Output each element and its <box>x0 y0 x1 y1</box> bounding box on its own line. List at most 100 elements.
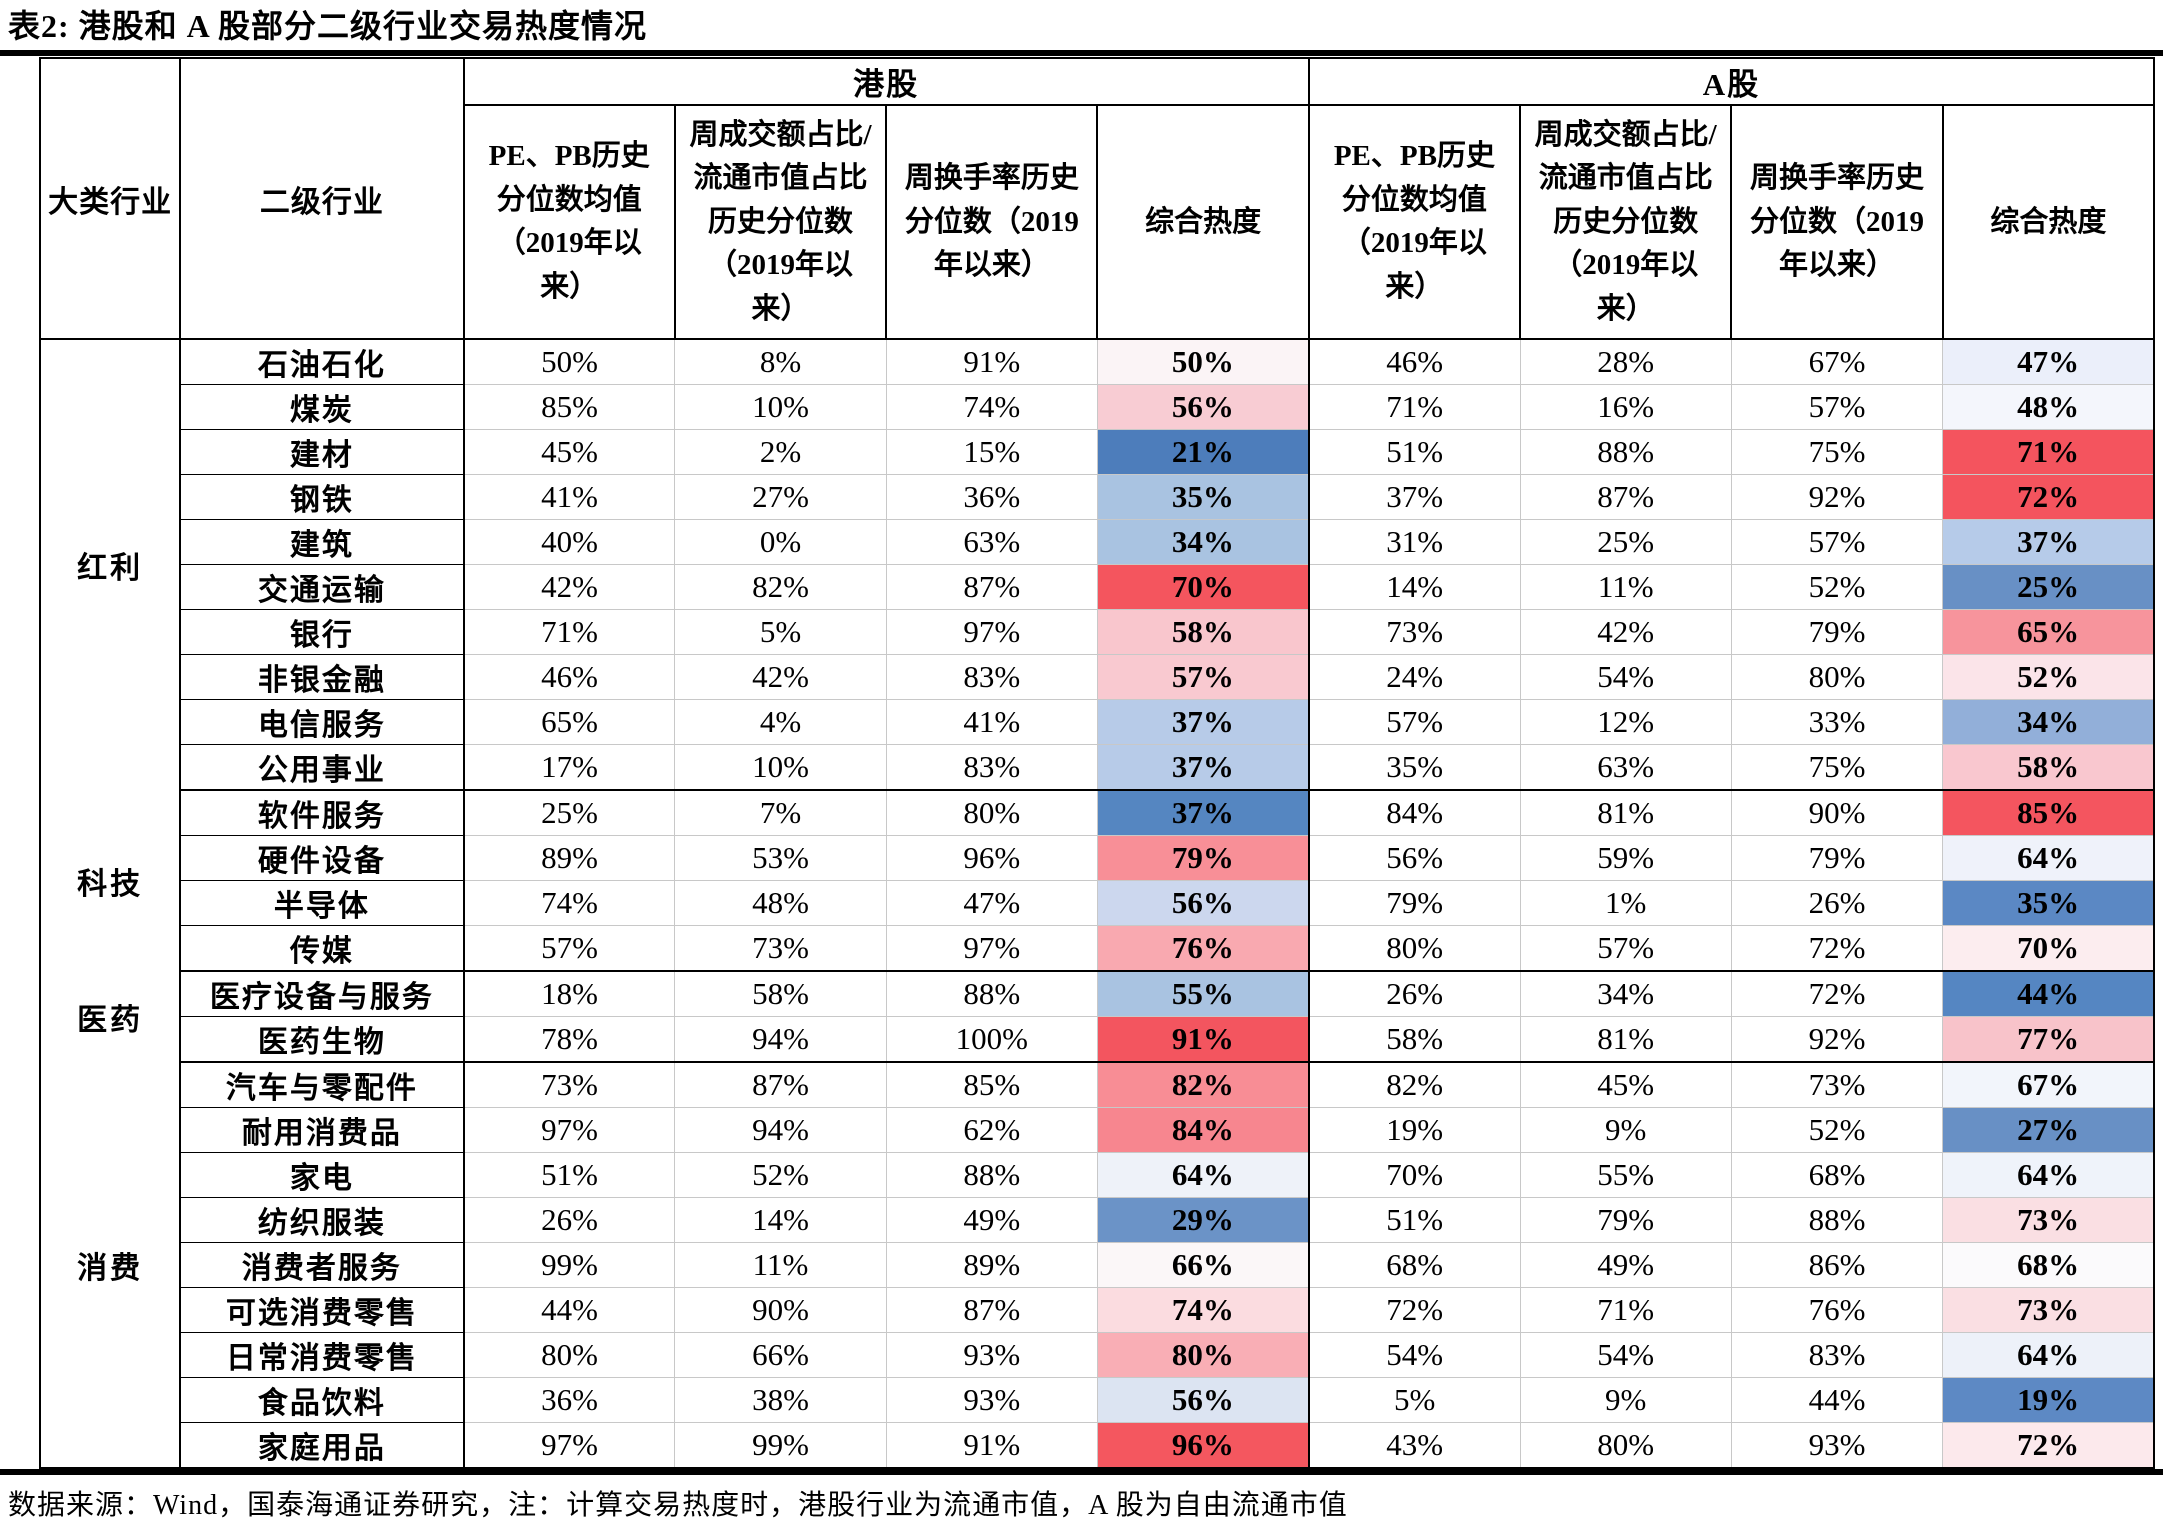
sub-industry-cell: 非银金融 <box>179 654 465 701</box>
a-turnover-share-cell: 1% <box>1519 880 1732 927</box>
table-row: 硬件设备 89% 53% 96% 79% 56% 59% 79% 64% <box>40 835 2154 882</box>
a-turnover-share-cell: 34% <box>1519 971 1732 1018</box>
hk-pepb-cell: 74% <box>463 880 675 927</box>
header-a-turnover-share: 周成交额占比/流通市值占比历史分位数（2019年以来） <box>1519 104 1733 341</box>
hk-turnover-rate-cell: 96% <box>885 835 1098 882</box>
hk-turnover-rate-cell: 74% <box>885 384 1098 431</box>
header-a-market: A股 <box>1307 57 2156 107</box>
a-heat-cell: 64% <box>1942 835 2154 882</box>
hk-heat-cell: 50% <box>1096 339 1310 386</box>
a-pepb-cell: 56% <box>1308 835 1521 882</box>
hk-turnover-share-cell: 87% <box>674 1062 887 1109</box>
a-pepb-cell: 54% <box>1308 1332 1521 1379</box>
hk-turnover-share-cell: 52% <box>674 1152 887 1199</box>
hk-heat-cell: 56% <box>1096 1377 1310 1424</box>
hk-pepb-cell: 78% <box>463 1016 675 1064</box>
a-turnover-share-cell: 81% <box>1519 790 1732 837</box>
sub-industry-cell: 纺织服装 <box>179 1197 465 1244</box>
a-pepb-cell: 72% <box>1308 1287 1521 1334</box>
hk-pepb-cell: 71% <box>463 609 675 656</box>
hk-turnover-share-cell: 73% <box>674 925 887 973</box>
a-turnover-rate-cell: 72% <box>1730 971 1943 1018</box>
a-pepb-cell: 82% <box>1308 1062 1521 1109</box>
a-heat-cell: 35% <box>1942 880 2154 927</box>
a-turnover-rate-cell: 52% <box>1730 1107 1943 1154</box>
a-turnover-share-cell: 42% <box>1519 609 1732 656</box>
page-title: 表2: 港股和 A 股部分二级行业交易热度情况 <box>8 8 648 44</box>
hk-pepb-cell: 45% <box>463 429 675 476</box>
a-heat-cell: 37% <box>1942 519 2154 566</box>
hk-heat-cell: 37% <box>1096 790 1310 837</box>
a-pepb-cell: 5% <box>1308 1377 1521 1424</box>
a-turnover-rate-cell: 79% <box>1730 835 1943 882</box>
sub-industry-cell: 交通运输 <box>179 564 465 611</box>
a-heat-cell: 85% <box>1942 790 2154 837</box>
hk-heat-cell: 29% <box>1096 1197 1310 1244</box>
a-turnover-rate-cell: 75% <box>1730 429 1943 476</box>
hk-pepb-cell: 80% <box>463 1332 675 1379</box>
a-turnover-rate-cell: 67% <box>1730 339 1943 386</box>
hk-heat-cell: 35% <box>1096 474 1310 521</box>
a-turnover-rate-cell: 76% <box>1730 1287 1943 1334</box>
a-heat-cell: 34% <box>1942 699 2154 746</box>
hk-heat-cell: 74% <box>1096 1287 1310 1334</box>
table-row: 电信服务 65% 4% 41% 37% 57% 12% 33% 34% <box>40 699 2154 746</box>
a-pepb-cell: 58% <box>1308 1016 1521 1064</box>
table-row: 可选消费零售 44% 90% 87% 74% 72% 71% 76% 73% <box>40 1287 2154 1334</box>
header-hk-heat: 综合热度 <box>1096 104 1310 341</box>
a-turnover-rate-cell: 75% <box>1730 744 1943 792</box>
sub-industry-cell: 建材 <box>179 429 465 476</box>
a-turnover-rate-cell: 73% <box>1730 1062 1943 1109</box>
hk-pepb-cell: 42% <box>463 564 675 611</box>
a-pepb-cell: 70% <box>1308 1152 1521 1199</box>
table-row: 消费者服务 99% 11% 89% 66% 68% 49% 86% 68% <box>40 1242 2154 1289</box>
sub-industry-cell: 电信服务 <box>179 699 465 746</box>
a-turnover-rate-cell: 57% <box>1730 384 1943 431</box>
hk-turnover-share-cell: 82% <box>674 564 887 611</box>
sub-industry-cell: 医药生物 <box>179 1016 465 1064</box>
hk-turnover-rate-cell: 15% <box>885 429 1098 476</box>
a-heat-cell: 77% <box>1942 1016 2154 1064</box>
hk-heat-cell: 76% <box>1096 925 1310 973</box>
hk-turnover-share-cell: 8% <box>674 339 887 386</box>
hk-turnover-rate-cell: 47% <box>885 880 1098 927</box>
sub-industry-cell: 家庭用品 <box>179 1422 465 1470</box>
hk-heat-cell: 57% <box>1096 654 1310 701</box>
a-turnover-rate-cell: 33% <box>1730 699 1943 746</box>
a-turnover-share-cell: 87% <box>1519 474 1732 521</box>
hk-pepb-cell: 18% <box>463 971 675 1018</box>
sub-industry-cell: 银行 <box>179 609 465 656</box>
a-heat-cell: 64% <box>1942 1332 2154 1379</box>
a-heat-cell: 58% <box>1942 744 2154 792</box>
hk-pepb-cell: 65% <box>463 699 675 746</box>
a-turnover-share-cell: 9% <box>1519 1377 1732 1424</box>
a-heat-cell: 73% <box>1942 1287 2154 1334</box>
hk-turnover-share-cell: 7% <box>674 790 887 837</box>
table-row: 煤炭 85% 10% 74% 56% 71% 16% 57% 48% <box>40 384 2154 431</box>
a-heat-cell: 27% <box>1942 1107 2154 1154</box>
hk-heat-cell: 37% <box>1096 699 1310 746</box>
table-row: 食品饮料 36% 38% 93% 56% 5% 9% 44% 19% <box>40 1377 2154 1424</box>
sub-industry-cell: 食品饮料 <box>179 1377 465 1424</box>
table-row: 银行 71% 5% 97% 58% 73% 42% 79% 65% <box>40 609 2154 656</box>
hk-heat-cell: 84% <box>1096 1107 1310 1154</box>
a-turnover-share-cell: 88% <box>1519 429 1732 476</box>
a-pepb-cell: 80% <box>1308 925 1521 973</box>
a-turnover-rate-cell: 93% <box>1730 1422 1943 1470</box>
hk-heat-cell: 70% <box>1096 564 1310 611</box>
hk-heat-cell: 37% <box>1096 744 1310 792</box>
a-pepb-cell: 26% <box>1308 971 1521 1018</box>
hk-pepb-cell: 40% <box>463 519 675 566</box>
header-hk-pepb: PE、PB历史分位数均值（2019年以来） <box>462 104 676 341</box>
hk-turnover-rate-cell: 62% <box>885 1107 1098 1154</box>
hk-turnover-share-cell: 48% <box>674 880 887 927</box>
hk-turnover-rate-cell: 49% <box>885 1197 1098 1244</box>
a-pepb-cell: 35% <box>1308 744 1521 792</box>
major-industry-cell: 消费 <box>40 1062 182 1469</box>
hk-turnover-rate-cell: 87% <box>885 564 1098 611</box>
table-body: 红利 石油石化 50% 8% 91% 50% 46% 28% 67% 47% 煤炭 85% 10% 74%… <box>40 338 2154 1470</box>
header-hk-turnover-rate: 周换手率历史分位数（2019年以来） <box>885 104 1099 341</box>
table-row: 科技 软件服务 25% 7% 80% 37% 84% 81% 90% 85% <box>40 789 2154 972</box>
a-pepb-cell: 43% <box>1308 1422 1521 1470</box>
hk-pepb-cell: 36% <box>463 1377 675 1424</box>
